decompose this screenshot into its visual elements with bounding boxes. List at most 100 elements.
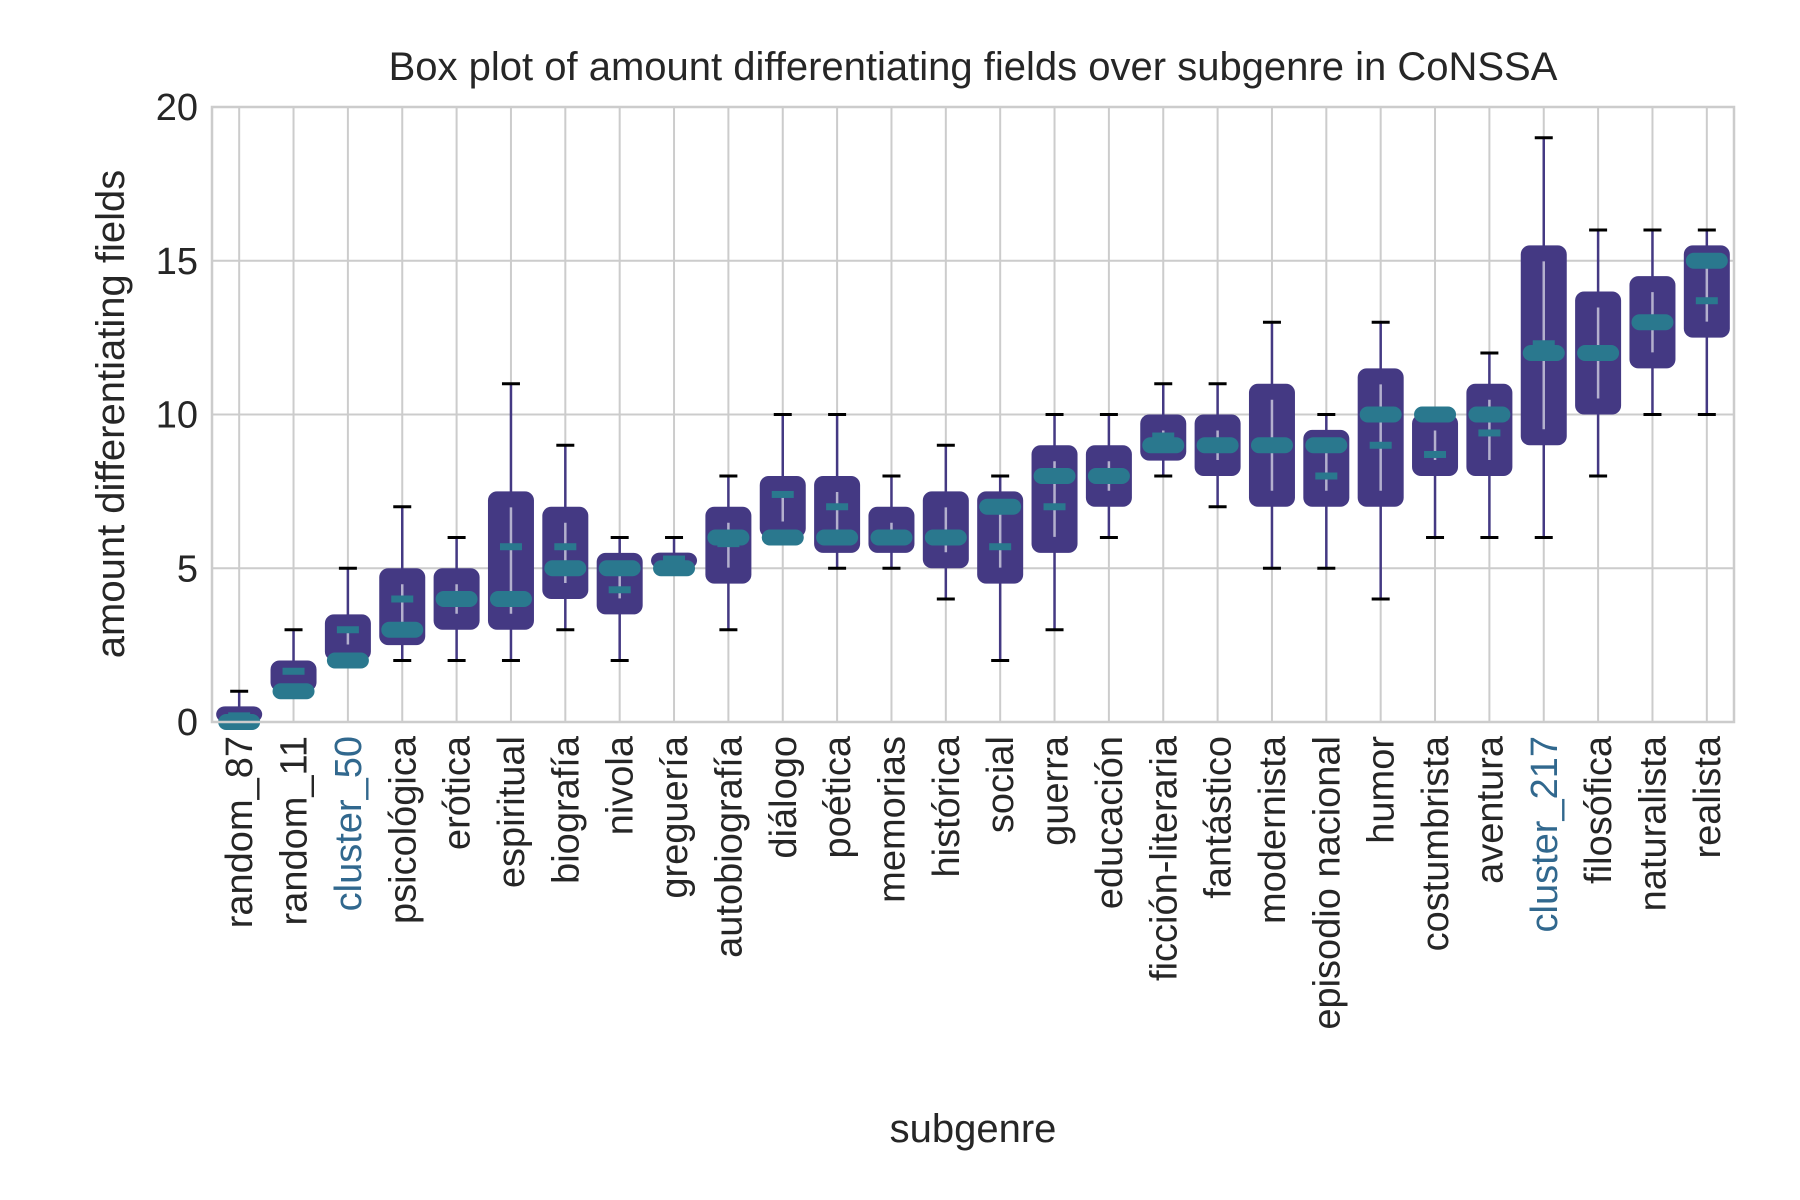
x-tick-label: educación [1089, 736, 1131, 909]
mean-marker [989, 543, 1012, 551]
x-tick-label: diálogo [763, 736, 805, 859]
median-marker [816, 529, 859, 546]
x-tick-label: greguería [654, 735, 696, 899]
x-tick-label: episodio nacional [1306, 736, 1348, 1030]
mean-marker [1152, 432, 1175, 440]
box-filosófica [1575, 228, 1622, 478]
mean-marker [1260, 441, 1283, 449]
median-marker [1033, 468, 1076, 484]
median-marker [326, 652, 369, 669]
x-tick-label: nivola [600, 735, 642, 835]
median-marker [1468, 406, 1511, 423]
box-modernista [1248, 320, 1295, 570]
box-random_87 [216, 689, 263, 730]
median-marker [598, 560, 641, 577]
box-ficción-literaria [1140, 382, 1187, 478]
x-axis-ticks: random_87 random_11 cluster_50 psicológica e… [219, 735, 1729, 1030]
median-marker [1522, 345, 1565, 361]
x-tick-label: cluster_217 [1524, 736, 1566, 932]
mean-marker [1695, 297, 1718, 305]
y-axis-ticks: 0 5 10 15 20 [156, 87, 198, 744]
x-tick-label: fantástico [1198, 736, 1240, 899]
mean-marker [1532, 340, 1555, 348]
box-nivola [596, 536, 643, 662]
box-espiritual [487, 382, 534, 662]
y-axis-label: amount differentiating fields [89, 170, 133, 658]
x-tick-label: random_87 [219, 736, 261, 928]
box-costumbrista [1412, 406, 1459, 539]
median-marker [272, 683, 315, 700]
x-tick-label: poética [817, 735, 859, 858]
x-tick-label: naturalista [1632, 735, 1674, 911]
x-tick-label: guerra [1035, 735, 1077, 846]
box-poética [814, 413, 861, 570]
box-random_11 [270, 628, 317, 700]
box-social [977, 474, 1024, 662]
x-tick-label: filosófica [1578, 735, 1620, 884]
mean-marker [1369, 441, 1392, 449]
x-tick-label: ficción-literaria [1143, 735, 1185, 981]
box-episodio nacional [1303, 413, 1350, 570]
mean-marker [880, 534, 903, 541]
mean-marker [1206, 441, 1229, 449]
x-tick-label: modernista [1252, 735, 1294, 924]
mean-marker [1315, 472, 1338, 480]
plot-frame [210, 105, 1736, 724]
box-autobiografía [705, 474, 752, 632]
mean-marker [228, 712, 251, 720]
box-educación [1085, 413, 1132, 539]
mean-marker [826, 503, 849, 511]
box-psicológica [379, 505, 426, 662]
box-humor [1357, 320, 1404, 601]
median-marker [544, 560, 587, 577]
box-guerra [1031, 413, 1078, 632]
x-tick-label: costumbrista [1415, 735, 1457, 951]
mean-marker [282, 667, 305, 675]
box-memorias [868, 474, 915, 570]
median-marker [761, 529, 804, 546]
mean-marker [554, 543, 577, 551]
chart-title: Box plot of amount differentiating field… [389, 45, 1558, 89]
y-tick-label: 0 [177, 702, 198, 744]
mean-marker [1097, 472, 1120, 480]
mean-marker [1424, 450, 1447, 458]
y-tick-label: 10 [156, 395, 198, 437]
x-tick-label: social [980, 736, 1022, 833]
x-tick-label: memorias [871, 736, 913, 903]
box-aventura [1466, 351, 1513, 539]
median-marker [1414, 406, 1457, 423]
y-tick-label: 20 [156, 87, 198, 129]
y-tick-label: 15 [156, 241, 198, 283]
x-tick-label: cluster_50 [328, 736, 370, 911]
box-greguería [651, 536, 698, 577]
median-marker [979, 498, 1022, 515]
mean-marker [499, 543, 522, 551]
median-marker [1359, 406, 1402, 423]
box-cluster_217 [1520, 136, 1567, 539]
box-fantástico [1194, 382, 1241, 509]
y-tick-label: 5 [177, 548, 198, 590]
mean-marker [1043, 503, 1066, 511]
mean-marker [717, 540, 740, 548]
x-tick-label: random_11 [274, 736, 316, 925]
mean-marker [608, 586, 631, 594]
box-diálogo [759, 413, 806, 546]
median-marker [1142, 437, 1185, 454]
x-axis-label: subgenre [890, 1107, 1057, 1151]
mean-marker [336, 626, 359, 634]
mean-marker [771, 490, 794, 498]
x-tick-label: espiritual [491, 736, 533, 888]
x-tick-label: histórica [926, 735, 968, 877]
median-marker [1685, 252, 1728, 269]
box-cluster_50 [324, 566, 371, 669]
median-marker [381, 621, 424, 638]
x-tick-label: biografía [545, 735, 587, 884]
mean-marker [445, 595, 468, 603]
x-tick-label: autobiografía [708, 735, 750, 958]
box-erótica [433, 536, 480, 662]
x-tick-label: aventura [1469, 735, 1511, 884]
x-tick-label: erótica [437, 735, 479, 850]
mean-marker [391, 595, 414, 603]
box-naturalista [1629, 228, 1676, 416]
